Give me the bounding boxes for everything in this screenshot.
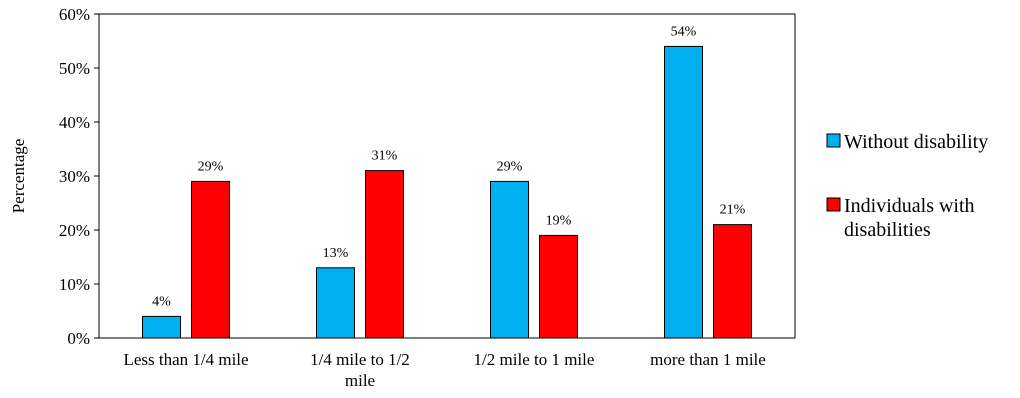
bar-with-disabilities xyxy=(713,224,752,339)
x-category-label: mile xyxy=(345,371,375,390)
data-label: 4% xyxy=(152,294,171,309)
bar-with-disabilities xyxy=(191,180,230,339)
legend-label: Individuals with xyxy=(844,195,975,217)
y-tick-label: 60% xyxy=(59,5,90,24)
plot-area-border xyxy=(98,13,796,339)
legend-label: disabilities xyxy=(844,219,931,241)
data-label: 21% xyxy=(720,203,746,218)
x-category-label: 1/2 mile to 1 mile xyxy=(474,350,595,369)
data-label: 29% xyxy=(497,159,523,174)
y-tick-label: 30% xyxy=(59,167,90,186)
y-tick-label: 0% xyxy=(67,329,90,348)
legend-swatch xyxy=(826,133,841,148)
data-label: 54% xyxy=(671,24,697,39)
legend-swatch xyxy=(826,197,841,212)
bar-without-disability xyxy=(490,180,529,339)
bar-without-disability xyxy=(664,45,703,339)
bar-with-disabilities xyxy=(539,234,578,339)
x-category-label: more than 1 mile xyxy=(650,350,766,369)
y-tick-label: 40% xyxy=(59,113,90,132)
y-tick-label: 10% xyxy=(59,275,90,294)
y-axis-title: Percentage xyxy=(9,139,28,214)
data-label: 31% xyxy=(372,149,398,164)
data-label: 19% xyxy=(546,213,572,228)
data-label: 13% xyxy=(323,246,349,261)
x-category-label: 1/4 mile to 1/2 xyxy=(310,350,410,369)
x-category-label: Less than 1/4 mile xyxy=(123,350,248,369)
y-tick-label: 20% xyxy=(59,221,90,240)
bar-without-disability xyxy=(142,315,181,339)
bar-with-disabilities xyxy=(365,170,404,339)
bar-without-disability xyxy=(316,267,355,339)
data-label: 29% xyxy=(198,159,224,174)
y-tick-label: 50% xyxy=(59,59,90,78)
legend-label: Without disability xyxy=(844,131,988,153)
